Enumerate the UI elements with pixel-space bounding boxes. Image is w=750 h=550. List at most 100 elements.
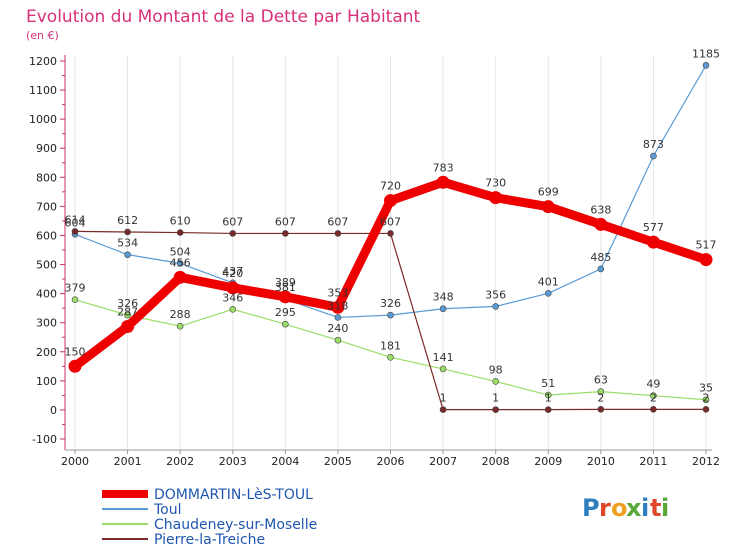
data-point	[646, 235, 660, 249]
data-point	[702, 396, 710, 404]
data-label: 51	[541, 377, 555, 390]
x-tick-label: 2007	[429, 455, 457, 468]
data-point	[492, 303, 499, 310]
data-point	[387, 230, 394, 237]
data-point	[124, 311, 131, 319]
data-point	[334, 336, 342, 344]
data-point	[597, 406, 605, 413]
data-point	[439, 406, 447, 413]
data-point	[597, 388, 605, 395]
logo-letter: P	[582, 494, 600, 522]
x-tick-label: 2001	[114, 455, 142, 468]
data-label: 534	[117, 237, 138, 250]
data-point	[68, 359, 82, 373]
data-label: 35	[699, 382, 713, 395]
data-label: 873	[643, 138, 664, 151]
legend-label: DOMMARTIN-LèS-TOUL	[154, 487, 313, 503]
data-point	[71, 296, 79, 304]
legend-label: Chaudeney-sur-Moselle	[154, 517, 317, 533]
x-tick-label: 2005	[324, 455, 352, 468]
data-point	[387, 311, 394, 319]
data-point	[334, 314, 342, 321]
data-label: 318	[327, 299, 348, 312]
data-label: 353	[327, 286, 348, 299]
data-point	[387, 353, 394, 361]
data-label: 1	[545, 392, 552, 405]
data-point	[544, 391, 552, 399]
data-point	[699, 253, 713, 267]
y-tick-label: 1100	[29, 84, 57, 97]
y-tick-label: 1200	[29, 55, 57, 68]
data-label: 288	[170, 308, 191, 321]
data-labels: 150 287 456 420 389 353 720 783 730 699 638 577 517 6…	[65, 47, 721, 404]
data-point	[544, 290, 552, 297]
data-point	[278, 290, 292, 304]
x-tick-label: 2003	[219, 455, 247, 468]
data-label: 607	[327, 215, 348, 228]
y-tick-label: -100	[32, 433, 57, 446]
data-label: 49	[646, 378, 660, 391]
data-label: 1	[440, 392, 447, 405]
data-point	[439, 365, 447, 373]
y-tick-label: 300	[36, 317, 57, 330]
data-point	[282, 230, 289, 237]
y-tick-label: 0	[50, 404, 57, 417]
data-point	[650, 392, 657, 399]
data-label: 2	[650, 391, 657, 404]
x-tick-label: 2010	[587, 455, 615, 468]
data-point	[176, 229, 184, 236]
data-point	[702, 62, 710, 69]
y-tick-label: 700	[36, 200, 57, 213]
data-point	[124, 251, 131, 258]
data-point	[492, 406, 499, 413]
logo-letter: i	[661, 494, 669, 522]
data-point	[650, 152, 657, 160]
data-label: 287	[117, 305, 138, 318]
y-tick-label: 500	[36, 259, 57, 272]
data-point	[594, 217, 608, 231]
data-label: 577	[643, 221, 664, 234]
data-point	[229, 306, 237, 313]
data-label: 604	[65, 216, 86, 229]
data-label: 638	[590, 203, 611, 216]
data-label: 607	[222, 215, 243, 228]
logo-letter: r	[599, 494, 611, 522]
data-point	[597, 265, 605, 273]
legend-label: Pierre-la-Treiche	[154, 532, 265, 548]
data-label: 504	[170, 245, 191, 258]
data-label: 614	[65, 213, 86, 226]
data-label: 783	[433, 161, 454, 174]
data-point	[650, 406, 657, 413]
data-label: 240	[327, 322, 348, 335]
logo-letter: o	[611, 494, 628, 522]
data-label: 1185	[692, 47, 720, 60]
data-label: 607	[380, 215, 401, 228]
data-label: 98	[489, 363, 503, 376]
data-label: 381	[275, 281, 296, 294]
data-label: 326	[380, 297, 401, 310]
data-point	[492, 378, 499, 385]
x-tick-label: 2009	[534, 455, 562, 468]
data-point	[173, 270, 187, 284]
data-point	[176, 322, 184, 330]
data-point	[226, 281, 240, 295]
data-point	[124, 228, 131, 236]
y-tick-label: 600	[36, 229, 57, 242]
logo-letter: t	[650, 494, 661, 522]
data-label: 610	[170, 215, 191, 228]
data-label: 401	[538, 275, 559, 288]
data-label: 485	[590, 251, 611, 264]
logo-letter: i	[641, 494, 649, 522]
y-tick-label: 100	[36, 375, 57, 388]
data-point	[384, 194, 397, 208]
data-point	[282, 320, 289, 328]
data-label: 181	[380, 339, 401, 352]
data-point	[334, 230, 342, 237]
data-label: 356	[485, 288, 506, 301]
data-label: 2	[597, 391, 604, 404]
data-label: 389	[275, 276, 296, 289]
data-label: 607	[275, 215, 296, 228]
y-tick-label: 800	[36, 171, 57, 184]
data-label: 63	[594, 374, 608, 387]
y-tick-label: 1000	[29, 113, 57, 126]
